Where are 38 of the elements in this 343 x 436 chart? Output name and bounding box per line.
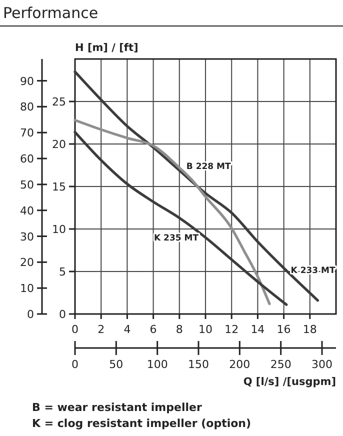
y-tick-label: 10: [52, 223, 66, 236]
y2-tick-label: 80: [20, 100, 34, 114]
y-tick-label: 5: [59, 266, 66, 278]
x2-tick-label: 250: [270, 358, 292, 371]
x-tick-label: 6: [150, 323, 157, 336]
x2-tick-label: 150: [188, 358, 209, 371]
x-tick-label: 12: [224, 323, 239, 336]
chart-title: Performance: [3, 4, 98, 22]
x-tick-label: 2: [98, 323, 105, 336]
text: K = clog resistant impeller (option): [32, 417, 252, 430]
x2-tick-label: 300: [312, 358, 333, 371]
y2-tick-label: 50: [20, 178, 34, 192]
x-tick-label: 16: [276, 323, 291, 336]
y2-tick-label: 60: [20, 152, 34, 166]
x2-tick-label: 0: [72, 358, 78, 371]
y2-tick-label: 30: [20, 230, 34, 244]
x2-tick-label: 200: [229, 358, 250, 371]
y2-tick-label: 40: [20, 204, 34, 218]
x-tick-label: 4: [124, 323, 131, 336]
y-axis-title: H [m] / [ft]: [75, 42, 138, 54]
y2-tick-label: 70: [20, 126, 34, 140]
x2-tick-label: 50: [109, 358, 124, 371]
y2-tick-label: 90: [20, 74, 34, 88]
x-tick-label: 0: [72, 323, 78, 336]
y-tick-label: 25: [52, 96, 66, 108]
x-axis-title: Q [l/s] /[usgpm]: [243, 376, 336, 388]
x-tick-label: 8: [176, 323, 183, 336]
y2-tick-label: 20: [20, 256, 34, 270]
x-tick-label: 14: [250, 323, 265, 336]
x-tick-label: 18: [302, 323, 317, 336]
y-tick-label: 0: [59, 308, 66, 321]
x2-tick-label: 100: [146, 358, 168, 371]
y-tick-label: 20: [52, 138, 66, 151]
text: B = wear resistant impeller: [32, 401, 202, 414]
x-tick-label: 10: [198, 323, 212, 336]
y2-tick-label: 0: [27, 308, 34, 321]
y2-tick-label: 10: [20, 282, 34, 296]
y-tick-label: 15: [52, 180, 66, 194]
